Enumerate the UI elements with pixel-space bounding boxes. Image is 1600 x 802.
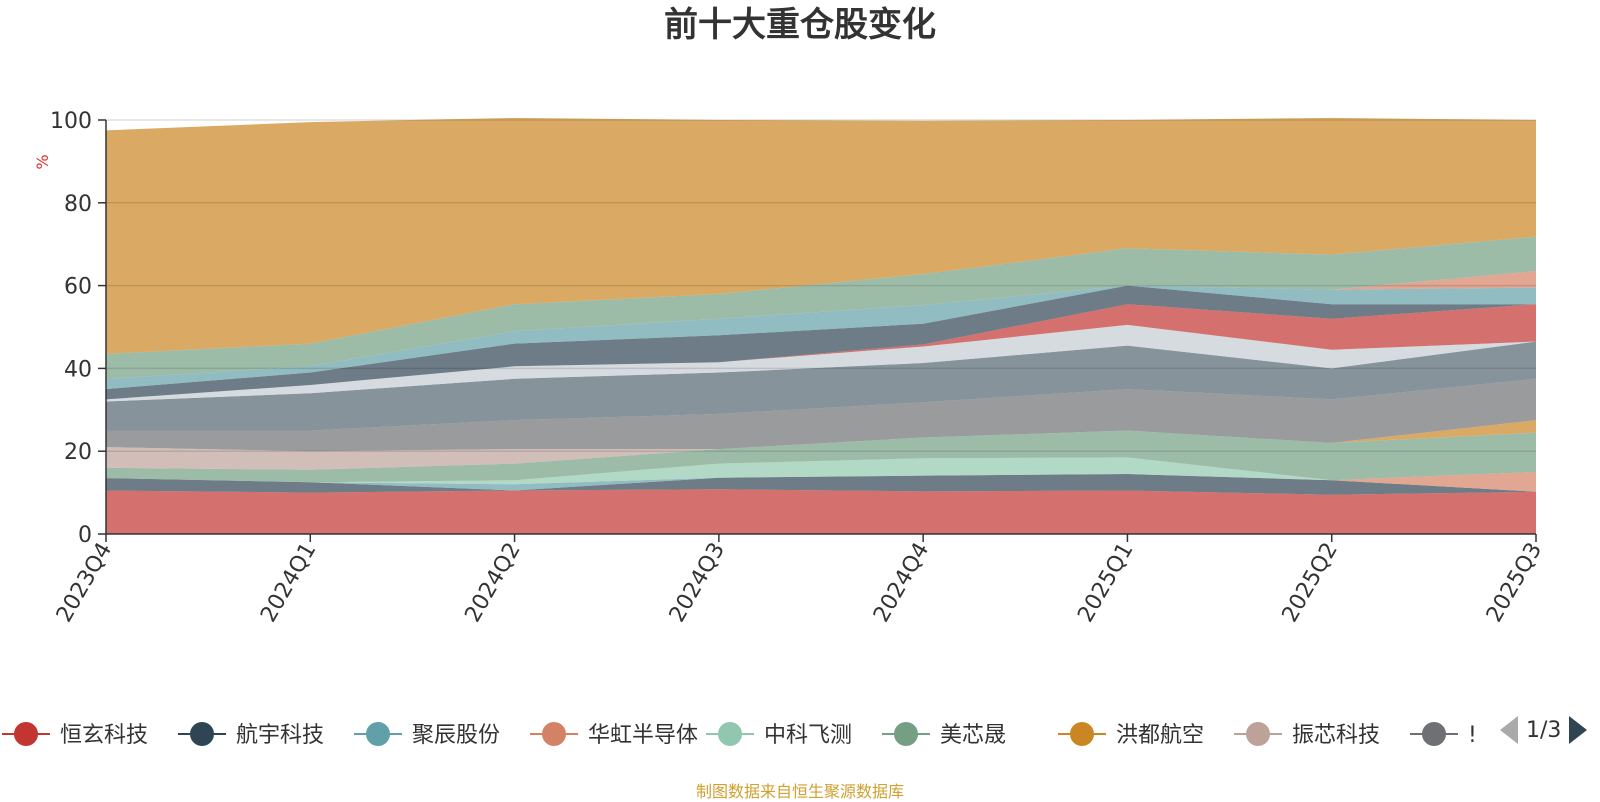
legend-label: 中科飞测 xyxy=(764,723,852,748)
y-tick-label-20: 20 xyxy=(64,440,92,465)
legend-item-2[interactable]: 聚辰股份 xyxy=(354,722,500,748)
area-series-8 xyxy=(106,378,1536,452)
area-series-4 xyxy=(106,457,1536,485)
area-series-5 xyxy=(106,430,1536,483)
y-tick-label-80: 80 xyxy=(64,192,92,217)
legend-label: 美芯晟 xyxy=(940,723,1006,748)
legend-label: 洪都航空 xyxy=(1116,723,1204,748)
legend-marker-circle xyxy=(366,722,390,746)
area-series-2 xyxy=(106,474,1536,492)
area-series-15 xyxy=(106,236,1536,379)
chart-title: 前十大重仓股变化 xyxy=(664,5,936,45)
legend-label: ! xyxy=(1468,723,1477,748)
legend-item-3[interactable]: 华虹半导体 xyxy=(530,722,698,748)
legend-item-8[interactable]: ! xyxy=(1410,722,1477,748)
legend-item-0[interactable]: 恒玄科技 xyxy=(2,722,148,748)
stacked-areas xyxy=(106,117,1536,534)
y-tick-label-40: 40 xyxy=(64,357,92,382)
y-axis-label: % xyxy=(33,154,52,169)
grid-lines xyxy=(106,119,1536,452)
x-tick-label-2023Q4: 2023Q4 xyxy=(52,539,117,627)
y-tick-label-100: 100 xyxy=(50,109,92,134)
legend-item-4[interactable]: 中科飞测 xyxy=(706,722,852,748)
legend-marker-circle xyxy=(190,722,214,746)
x-tick-label-2024Q4: 2024Q4 xyxy=(869,539,934,627)
legend-marker-circle xyxy=(1246,722,1270,746)
data-source-footer: 制图数据来自恒生聚源数据库 xyxy=(695,782,904,801)
legend-label: 华虹半导体 xyxy=(588,723,698,748)
legend-prev-arrow-icon[interactable] xyxy=(1500,716,1518,744)
area-series-0 xyxy=(106,489,1536,534)
legend-item-7[interactable]: 振芯科技 xyxy=(1234,722,1380,748)
legend-marker-circle xyxy=(718,722,742,746)
area-series-13 xyxy=(106,285,1536,390)
legend-item-1[interactable]: 航宇科技 xyxy=(178,722,324,748)
x-tick-label-2024Q1: 2024Q1 xyxy=(256,539,321,627)
legend-marker-circle xyxy=(14,722,38,746)
legend-next-arrow-icon[interactable] xyxy=(1569,716,1588,744)
legend-item-5[interactable]: 美芯晟 xyxy=(882,722,1006,748)
x-tick-label-2025Q3: 2025Q3 xyxy=(1482,539,1547,627)
area-series-10 xyxy=(106,324,1536,402)
legend-label: 航宇科技 xyxy=(236,723,324,748)
legend-marker-circle xyxy=(1422,722,1446,746)
legend: 恒玄科技 航宇科技 聚辰股份 华虹半导体 中科飞测 美芯晟 洪都航空 振芯科技! xyxy=(2,722,1477,748)
area-series-16 xyxy=(106,117,1536,354)
area-series-11 xyxy=(106,304,1536,400)
legend-label: 振芯科技 xyxy=(1292,723,1380,748)
x-tick-label-2025Q2: 2025Q2 xyxy=(1278,539,1343,627)
legend-page-indicator: 1/3 xyxy=(1526,717,1562,743)
legend-pager: 1/3 xyxy=(1500,712,1588,748)
x-tick-label-2025Q1: 2025Q1 xyxy=(1073,539,1138,627)
area-series-1 xyxy=(106,474,1536,495)
legend-marker-circle xyxy=(894,722,918,746)
x-tick-label-2024Q2: 2024Q2 xyxy=(460,539,525,627)
area-series-7 xyxy=(106,420,1536,470)
area-chart: 前十大重仓股变化% 0 20 40 60 80 100 2023Q4 2024Q1 2024Q2 2… xyxy=(2,5,1547,748)
area-series-9 xyxy=(106,341,1536,431)
legend-marker-circle xyxy=(542,722,566,746)
y-tick-label-0: 0 xyxy=(78,523,92,548)
area-series-12 xyxy=(106,285,1536,400)
x-tick-label-2024Q3: 2024Q3 xyxy=(665,539,730,627)
legend-item-6[interactable]: 洪都航空 xyxy=(1058,722,1204,748)
legend-label: 恒玄科技 xyxy=(60,723,148,748)
legend-marker-circle xyxy=(1070,722,1094,746)
legend-label: 聚辰股份 xyxy=(412,723,500,748)
y-tick-label-60: 60 xyxy=(64,275,92,300)
